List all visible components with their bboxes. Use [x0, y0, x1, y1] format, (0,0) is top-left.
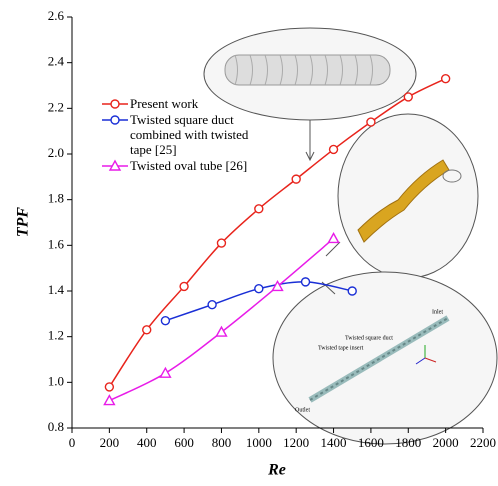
y-tick-label: 2.6: [48, 8, 65, 23]
y-axis-label: TPF: [15, 207, 32, 238]
marker: [161, 317, 169, 325]
marker: [143, 326, 151, 334]
marker: [104, 396, 114, 405]
y-tick-label: 1.4: [48, 282, 65, 297]
legend-item: Present work: [100, 96, 270, 111]
inset-duct: [273, 272, 497, 444]
legend-item: Twisted oval tube [26]: [100, 158, 270, 173]
annotation: Inlet: [432, 309, 443, 315]
marker: [367, 118, 375, 126]
x-tick-label: 800: [212, 435, 232, 450]
marker: [111, 100, 119, 108]
marker: [217, 239, 225, 247]
chart: Twisted square duct Twisted tape insert …: [0, 0, 498, 486]
legend-label: Twisted oval tube [26]: [130, 158, 270, 173]
y-tick-label: 2.4: [48, 54, 65, 69]
marker: [442, 75, 450, 83]
x-tick-label: 1600: [358, 435, 384, 450]
marker: [208, 301, 216, 309]
marker: [105, 383, 113, 391]
x-tick-label: 1000: [246, 435, 272, 450]
annotation: Twisted tape insert: [318, 345, 364, 351]
y-tick-label: 1.6: [48, 236, 65, 251]
x-tick-label: 0: [69, 435, 76, 450]
annotation: Outlet: [295, 407, 310, 413]
x-tick-label: 1200: [283, 435, 309, 450]
x-axis-label: Re: [267, 462, 286, 479]
marker: [255, 285, 263, 293]
x-tick-label: 600: [174, 435, 194, 450]
legend-label: Twisted square duct combined with twiste…: [130, 112, 270, 157]
marker: [329, 233, 339, 242]
marker: [111, 116, 119, 124]
annotation: Twisted square duct: [345, 335, 393, 341]
legend-item: Twisted square duct combined with twiste…: [100, 112, 270, 157]
y-tick-label: 2.0: [48, 145, 64, 160]
x-tick-label: 1400: [321, 435, 347, 450]
x-tick-label: 2000: [433, 435, 459, 450]
x-tick-label: 2200: [470, 435, 496, 450]
marker: [160, 368, 170, 377]
legend-swatch: [100, 112, 130, 127]
y-tick-label: 1.0: [48, 373, 64, 388]
x-tick-label: 400: [137, 435, 157, 450]
chart-wrap: Twisted square duct Twisted tape insert …: [0, 0, 498, 486]
y-tick-label: 1.2: [48, 328, 64, 343]
marker: [330, 145, 338, 153]
x-tick-label: 1800: [395, 435, 421, 450]
marker: [404, 93, 412, 101]
legend-label: Present work: [130, 96, 270, 111]
marker: [180, 282, 188, 290]
legend-swatch: [100, 158, 130, 173]
y-tick-label: 0.8: [48, 419, 64, 434]
marker: [255, 205, 263, 213]
marker: [302, 278, 310, 286]
y-tick-label: 2.2: [48, 99, 64, 114]
marker: [348, 287, 356, 295]
marker: [292, 175, 300, 183]
y-tick-label: 1.8: [48, 191, 64, 206]
x-tick-label: 200: [100, 435, 120, 450]
legend-swatch: [100, 96, 130, 111]
